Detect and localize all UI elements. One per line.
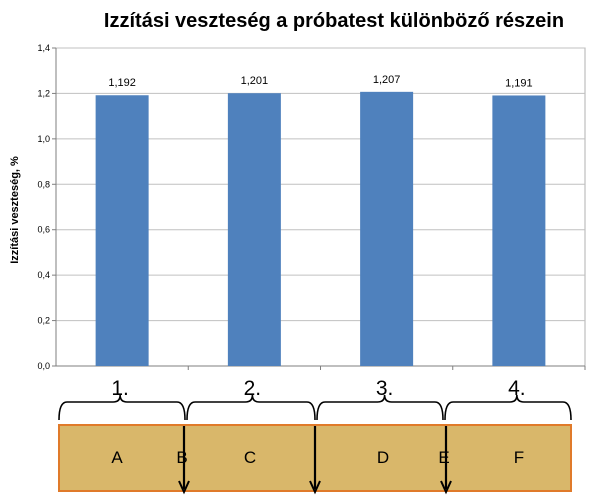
- data-label: 1,207: [373, 74, 401, 86]
- category-label: 1.: [111, 377, 129, 400]
- y-tick-label: 0,0: [37, 361, 50, 371]
- cut-arrow-head: [178, 480, 190, 495]
- chart-title: Izzítási veszteség a próbatest különböző…: [104, 10, 564, 32]
- category-labels: 1. 2. 3. 4.: [111, 366, 586, 400]
- bar: [227, 93, 281, 367]
- cut-arrow-head: [309, 480, 321, 495]
- cut-arrow-head: [440, 480, 452, 495]
- y-tick-label: 0,6: [37, 225, 50, 235]
- bar: [492, 95, 546, 367]
- y-axis-label: Izzítási veszteség, %: [9, 156, 21, 264]
- y-tick-label: 0,4: [37, 270, 50, 280]
- data-labels: 1,192 1,201 1,207 1,191: [108, 74, 532, 90]
- y-tick-label: 1,2: [37, 88, 50, 98]
- bar: [95, 95, 149, 366]
- data-label: 1,201: [241, 75, 269, 87]
- group-brace: [186, 394, 316, 421]
- bar-series: [95, 91, 546, 367]
- y-tick-label: 0,2: [37, 316, 50, 326]
- y-tick-label: 1,4: [37, 43, 50, 53]
- category-label: 2.: [244, 377, 262, 400]
- category-label: 4.: [508, 377, 526, 400]
- y-tick-label: 0,8: [37, 179, 50, 189]
- segment-label: F: [514, 448, 524, 467]
- data-label: 1,191: [505, 77, 533, 89]
- bar: [360, 91, 414, 367]
- y-tick-label: 1,0: [37, 134, 50, 144]
- segment-label: D: [377, 448, 389, 467]
- group-brace: [58, 394, 186, 421]
- segment-label: A: [111, 448, 123, 467]
- segment-label: C: [244, 448, 256, 467]
- cut-arrows: [178, 426, 452, 495]
- group-brace: [316, 394, 444, 421]
- segment-label: B: [176, 448, 187, 467]
- group-brace: [444, 394, 572, 421]
- data-label: 1,192: [108, 77, 136, 89]
- specimen-segment-labels: A B C D E F: [111, 448, 524, 467]
- specimen-braces: [58, 394, 572, 421]
- category-label: 3.: [376, 377, 394, 400]
- segment-label: E: [438, 448, 449, 467]
- y-axis-ticks: 0,0 0,2 0,4 0,6 0,8 1,0 1,2 1,4: [37, 43, 56, 371]
